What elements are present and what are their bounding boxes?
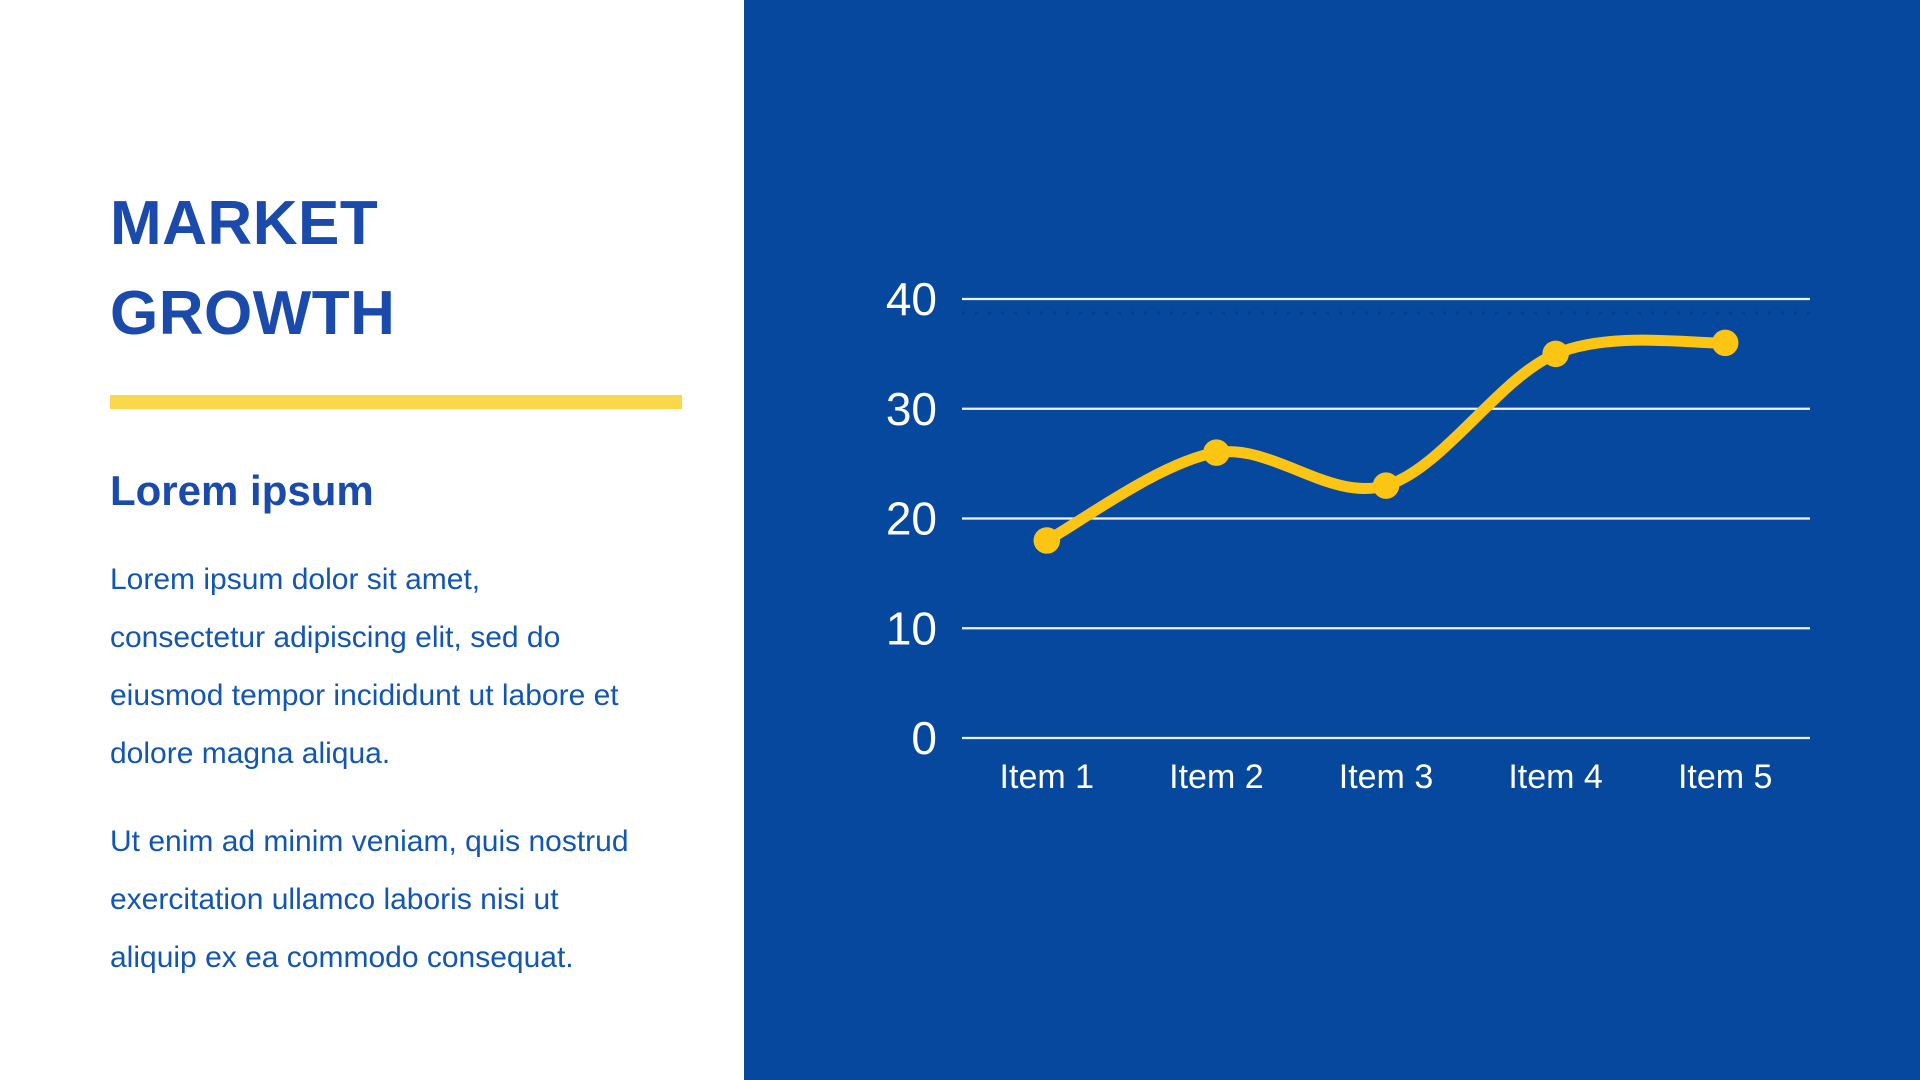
x-category-label: Item 3 — [1339, 758, 1433, 796]
body-paragraph-1: Lorem ipsum dolor sit amet, consectetur … — [110, 563, 619, 770]
y-tick-label: 40 — [886, 273, 937, 325]
series-line — [1041, 334, 1731, 546]
slide-title: MARKET GROWTH — [110, 189, 396, 348]
yellow-divider-bar — [110, 395, 682, 409]
x-category-label: Item 4 — [1508, 758, 1602, 796]
x-category-label: Item 1 — [1000, 758, 1094, 796]
y-tick-label: 30 — [886, 383, 937, 435]
data-point-marker — [1711, 329, 1739, 357]
data-point-marker — [1203, 439, 1230, 466]
data-point-marker — [1372, 472, 1400, 499]
y-tick-label: 10 — [886, 602, 937, 654]
data-point-marker — [1033, 527, 1061, 554]
x-category-label: Item 5 — [1678, 758, 1772, 796]
body-paragraph-2: Ut enim ad minim veniam, quis nostrud ex… — [110, 825, 629, 974]
left-text-panel: MARKET GROWTH Lorem ipsum Lorem ipsum do… — [0, 0, 744, 1080]
slide-subheading: Lorem ipsum — [110, 467, 374, 514]
y-tick-label: 0 — [911, 712, 937, 764]
data-point-marker — [1542, 340, 1569, 368]
chart-panel — [744, 0, 1920, 1080]
x-category-label: Item 2 — [1169, 758, 1263, 796]
y-tick-label: 20 — [886, 493, 937, 545]
